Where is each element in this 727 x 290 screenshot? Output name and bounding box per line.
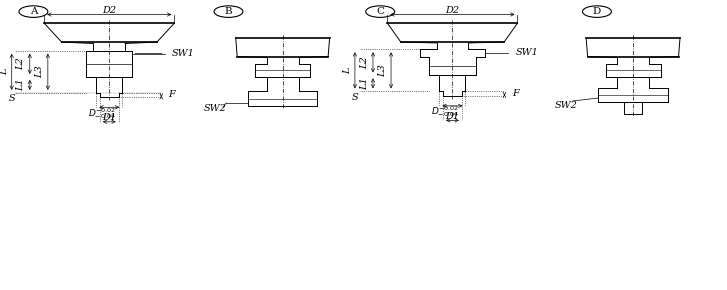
Text: L3: L3 [35,66,44,78]
Text: C: C [376,7,384,16]
Text: L1: L1 [17,79,25,91]
Text: D1: D1 [446,111,459,121]
Text: L: L [0,68,9,75]
Text: D2: D2 [103,6,116,15]
Text: D1: D1 [103,113,116,122]
Text: L1: L1 [360,77,369,90]
Text: D2: D2 [446,6,459,15]
Text: L2: L2 [17,57,25,70]
Text: $D^{-0.02}_{-0.04}$: $D^{-0.02}_{-0.04}$ [88,106,116,121]
Text: D: D [593,7,601,16]
Text: L2: L2 [360,56,369,69]
Text: SW1: SW1 [172,49,195,58]
Text: SW1: SW1 [515,48,538,57]
Text: F: F [169,90,175,99]
Text: SW2: SW2 [555,101,577,110]
Text: S: S [9,94,15,103]
Text: A: A [30,7,37,16]
Text: SW2: SW2 [204,104,227,113]
Text: L: L [343,67,352,74]
Text: F: F [512,89,518,98]
Text: L3: L3 [378,64,387,77]
Text: S: S [352,93,358,102]
Text: B: B [225,7,233,16]
Text: $D^{-0.02}_{-0.04}$: $D^{-0.02}_{-0.04}$ [431,104,459,119]
